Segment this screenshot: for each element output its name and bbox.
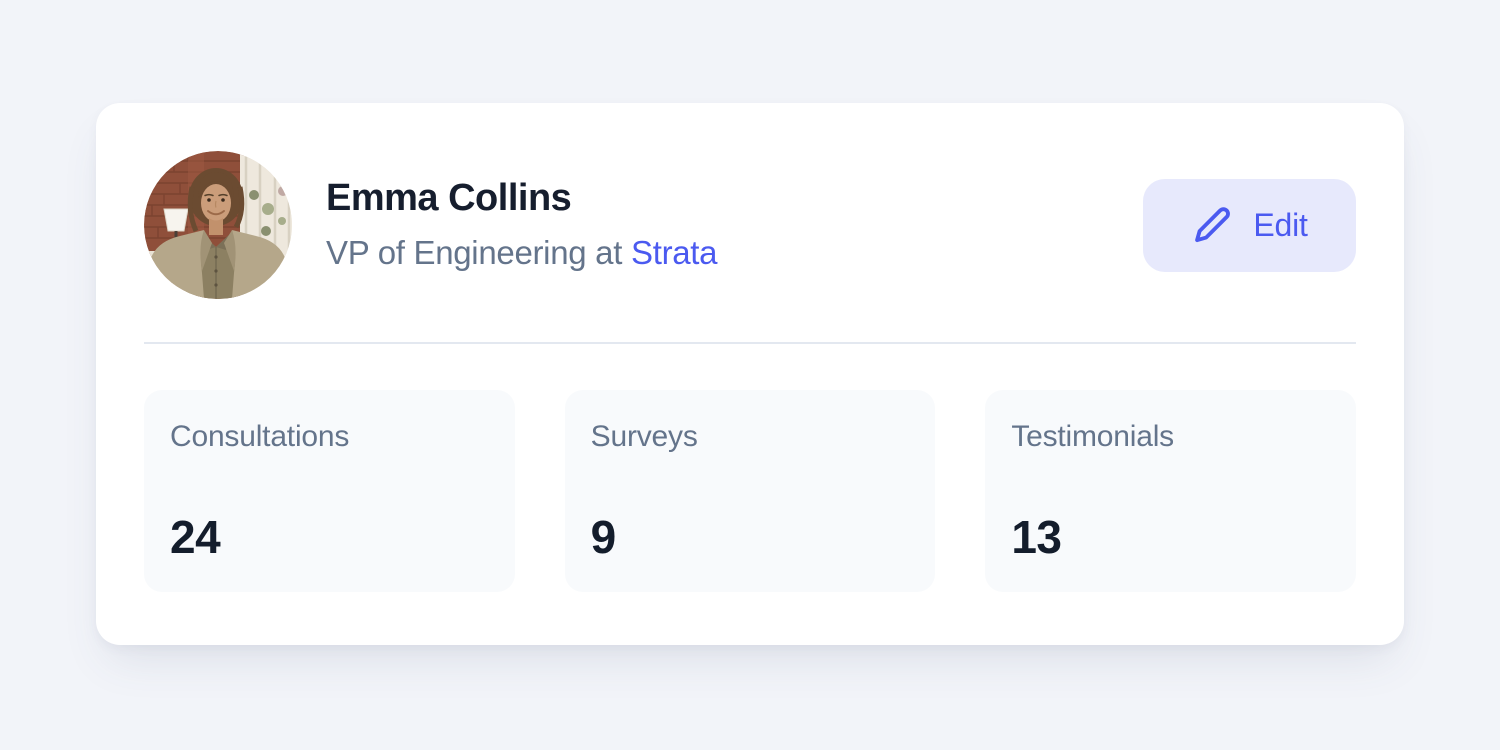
edit-button[interactable]: Edit bbox=[1143, 178, 1356, 272]
stat-value: 24 bbox=[170, 511, 221, 563]
company-link[interactable]: Strata bbox=[630, 233, 718, 271]
pencil-icon bbox=[1195, 207, 1231, 243]
stat-value: 9 bbox=[590, 511, 617, 563]
stat-card-consultations: Consultations 24 bbox=[144, 390, 515, 592]
job-title-text: VP of Engineering at bbox=[326, 233, 631, 271]
avatar-photo-illustration bbox=[144, 151, 292, 299]
divider bbox=[144, 342, 1356, 344]
profile-header: Emma Collins VP of Engineering at Strata… bbox=[144, 151, 1356, 299]
stat-label: Testimonials bbox=[1011, 420, 1174, 453]
avatar bbox=[144, 151, 292, 299]
person-subtitle: VP of Engineering at Strata bbox=[326, 233, 718, 272]
stat-label: Consultations bbox=[170, 420, 350, 453]
person-name: Emma Collins bbox=[326, 177, 572, 220]
identity-block: Emma Collins VP of Engineering at Strata bbox=[326, 177, 718, 272]
stat-card-testimonials: Testimonials 13 bbox=[985, 390, 1356, 592]
stat-value: 13 bbox=[1011, 511, 1062, 563]
profile-card: Emma Collins VP of Engineering at Strata… bbox=[96, 103, 1404, 645]
edit-button-label: Edit bbox=[1253, 206, 1308, 243]
stat-label: Surveys bbox=[590, 420, 698, 453]
stats-row: Consultations 24 Surveys 9 Testimonials … bbox=[144, 390, 1356, 592]
stat-card-surveys: Surveys 9 bbox=[564, 390, 936, 592]
